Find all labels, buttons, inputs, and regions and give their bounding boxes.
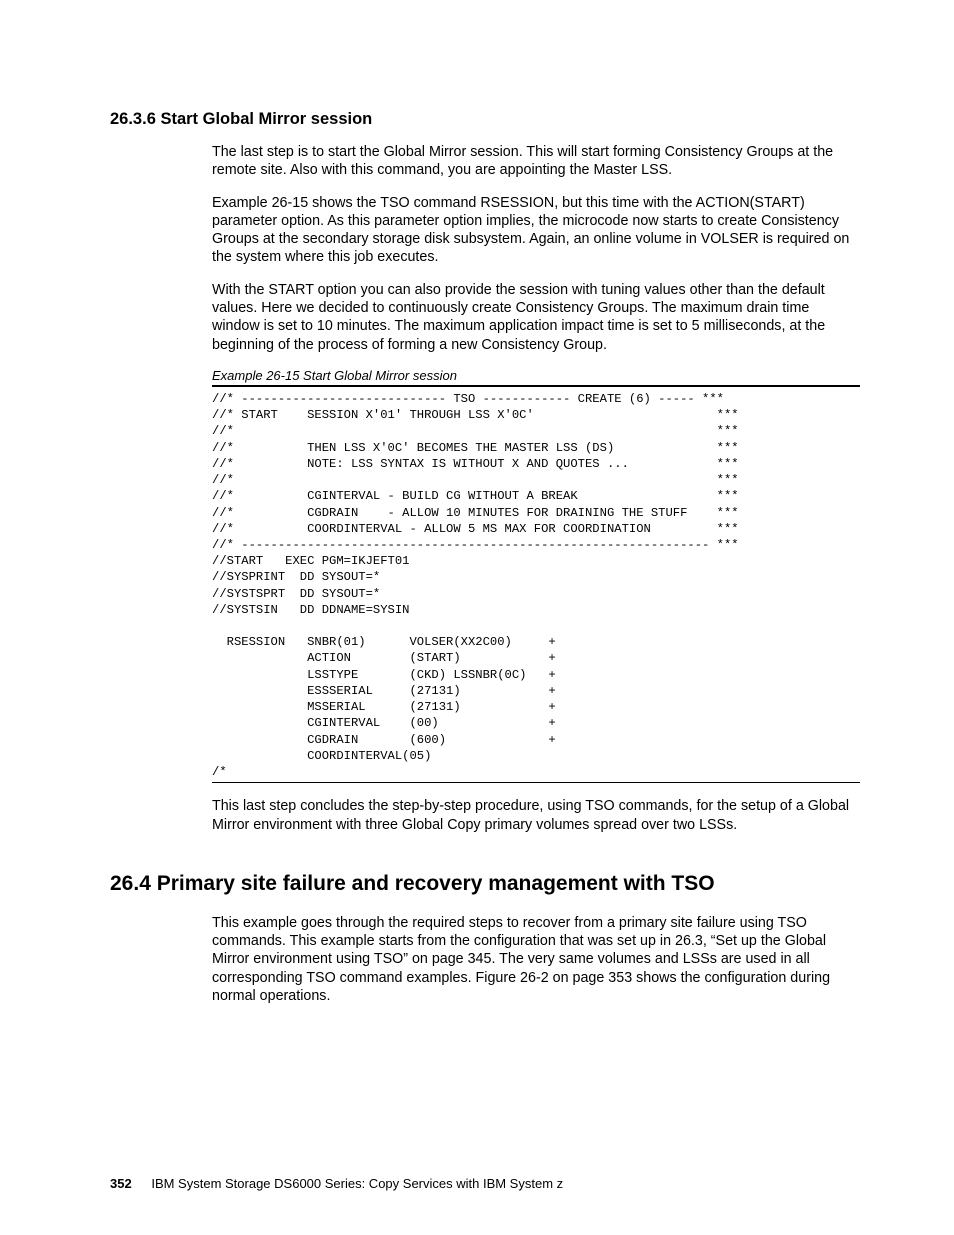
para-2: Example 26-15 shows the TSO command RSES… [212, 194, 860, 267]
para-1: The last step is to start the Global Mir… [212, 143, 860, 180]
heading-26-4: 26.4 Primary site failure and recovery m… [110, 872, 860, 896]
para-3: With the START option you can also provi… [212, 281, 860, 354]
heading-26-3-6: 26.3.6 Start Global Mirror session [110, 110, 860, 129]
code-block: //* ---------------------------- TSO ---… [212, 391, 860, 780]
para-4: This last step concludes the step-by-ste… [212, 797, 860, 834]
page-number: 352 [110, 1176, 132, 1191]
example-rule-top [212, 385, 860, 387]
example-caption: Example 26-15 Start Global Mirror sessio… [212, 368, 860, 383]
para-5: This example goes through the required s… [212, 914, 860, 1005]
footer-title: IBM System Storage DS6000 Series: Copy S… [151, 1176, 563, 1191]
page-footer: 352 IBM System Storage DS6000 Series: Co… [110, 1176, 563, 1191]
page: 26.3.6 Start Global Mirror session The l… [0, 0, 954, 1235]
example-rule-bottom [212, 782, 860, 783]
